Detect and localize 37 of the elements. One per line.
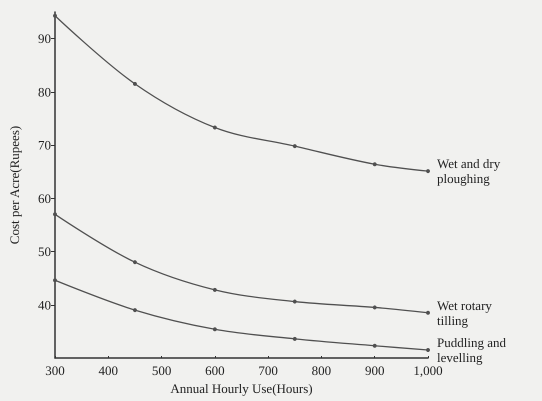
x-tick-label: 600: [205, 363, 225, 378]
point: [53, 212, 57, 216]
point: [53, 14, 57, 18]
x-tick-label: 400: [98, 363, 118, 378]
point: [132, 308, 137, 312]
series-label: Wet and dry ploughing: [437, 156, 504, 186]
point: [372, 305, 377, 310]
x-axis-title: Annual Hourly Use(Hours): [170, 380, 313, 396]
point: [426, 169, 430, 174]
point: [426, 348, 430, 352]
point: [132, 260, 137, 264]
y-axis-title: Cost per Acre(Rupees): [7, 126, 22, 244]
y-tick-label: 80: [38, 84, 51, 100]
series-label: Puddling and levelling: [437, 335, 510, 366]
x-tick-label: 700: [258, 363, 278, 378]
point: [53, 278, 57, 282]
point: [372, 162, 377, 166]
point: [212, 288, 217, 292]
point: [292, 336, 297, 341]
point: [292, 300, 297, 304]
point: [426, 310, 430, 315]
x-tick-label: 500: [152, 363, 172, 378]
point: [212, 126, 217, 130]
point: [132, 82, 137, 86]
y-tick-label: 60: [38, 190, 51, 206]
x-tick-label: 900: [364, 363, 384, 378]
x-tick-label: 800: [312, 363, 332, 378]
y-tick-label: 40: [38, 297, 51, 312]
series-label: Wet rotary tilling: [437, 298, 496, 328]
y-tick-label: 50: [38, 244, 51, 260]
point: [292, 144, 297, 148]
y-tick-label: 90: [38, 31, 51, 46]
y-tick-label: 70: [38, 138, 51, 153]
point: [372, 344, 377, 348]
point: [212, 327, 217, 332]
x-tick-label: 300: [45, 363, 65, 378]
x-tick-label: 1,000: [413, 363, 443, 378]
